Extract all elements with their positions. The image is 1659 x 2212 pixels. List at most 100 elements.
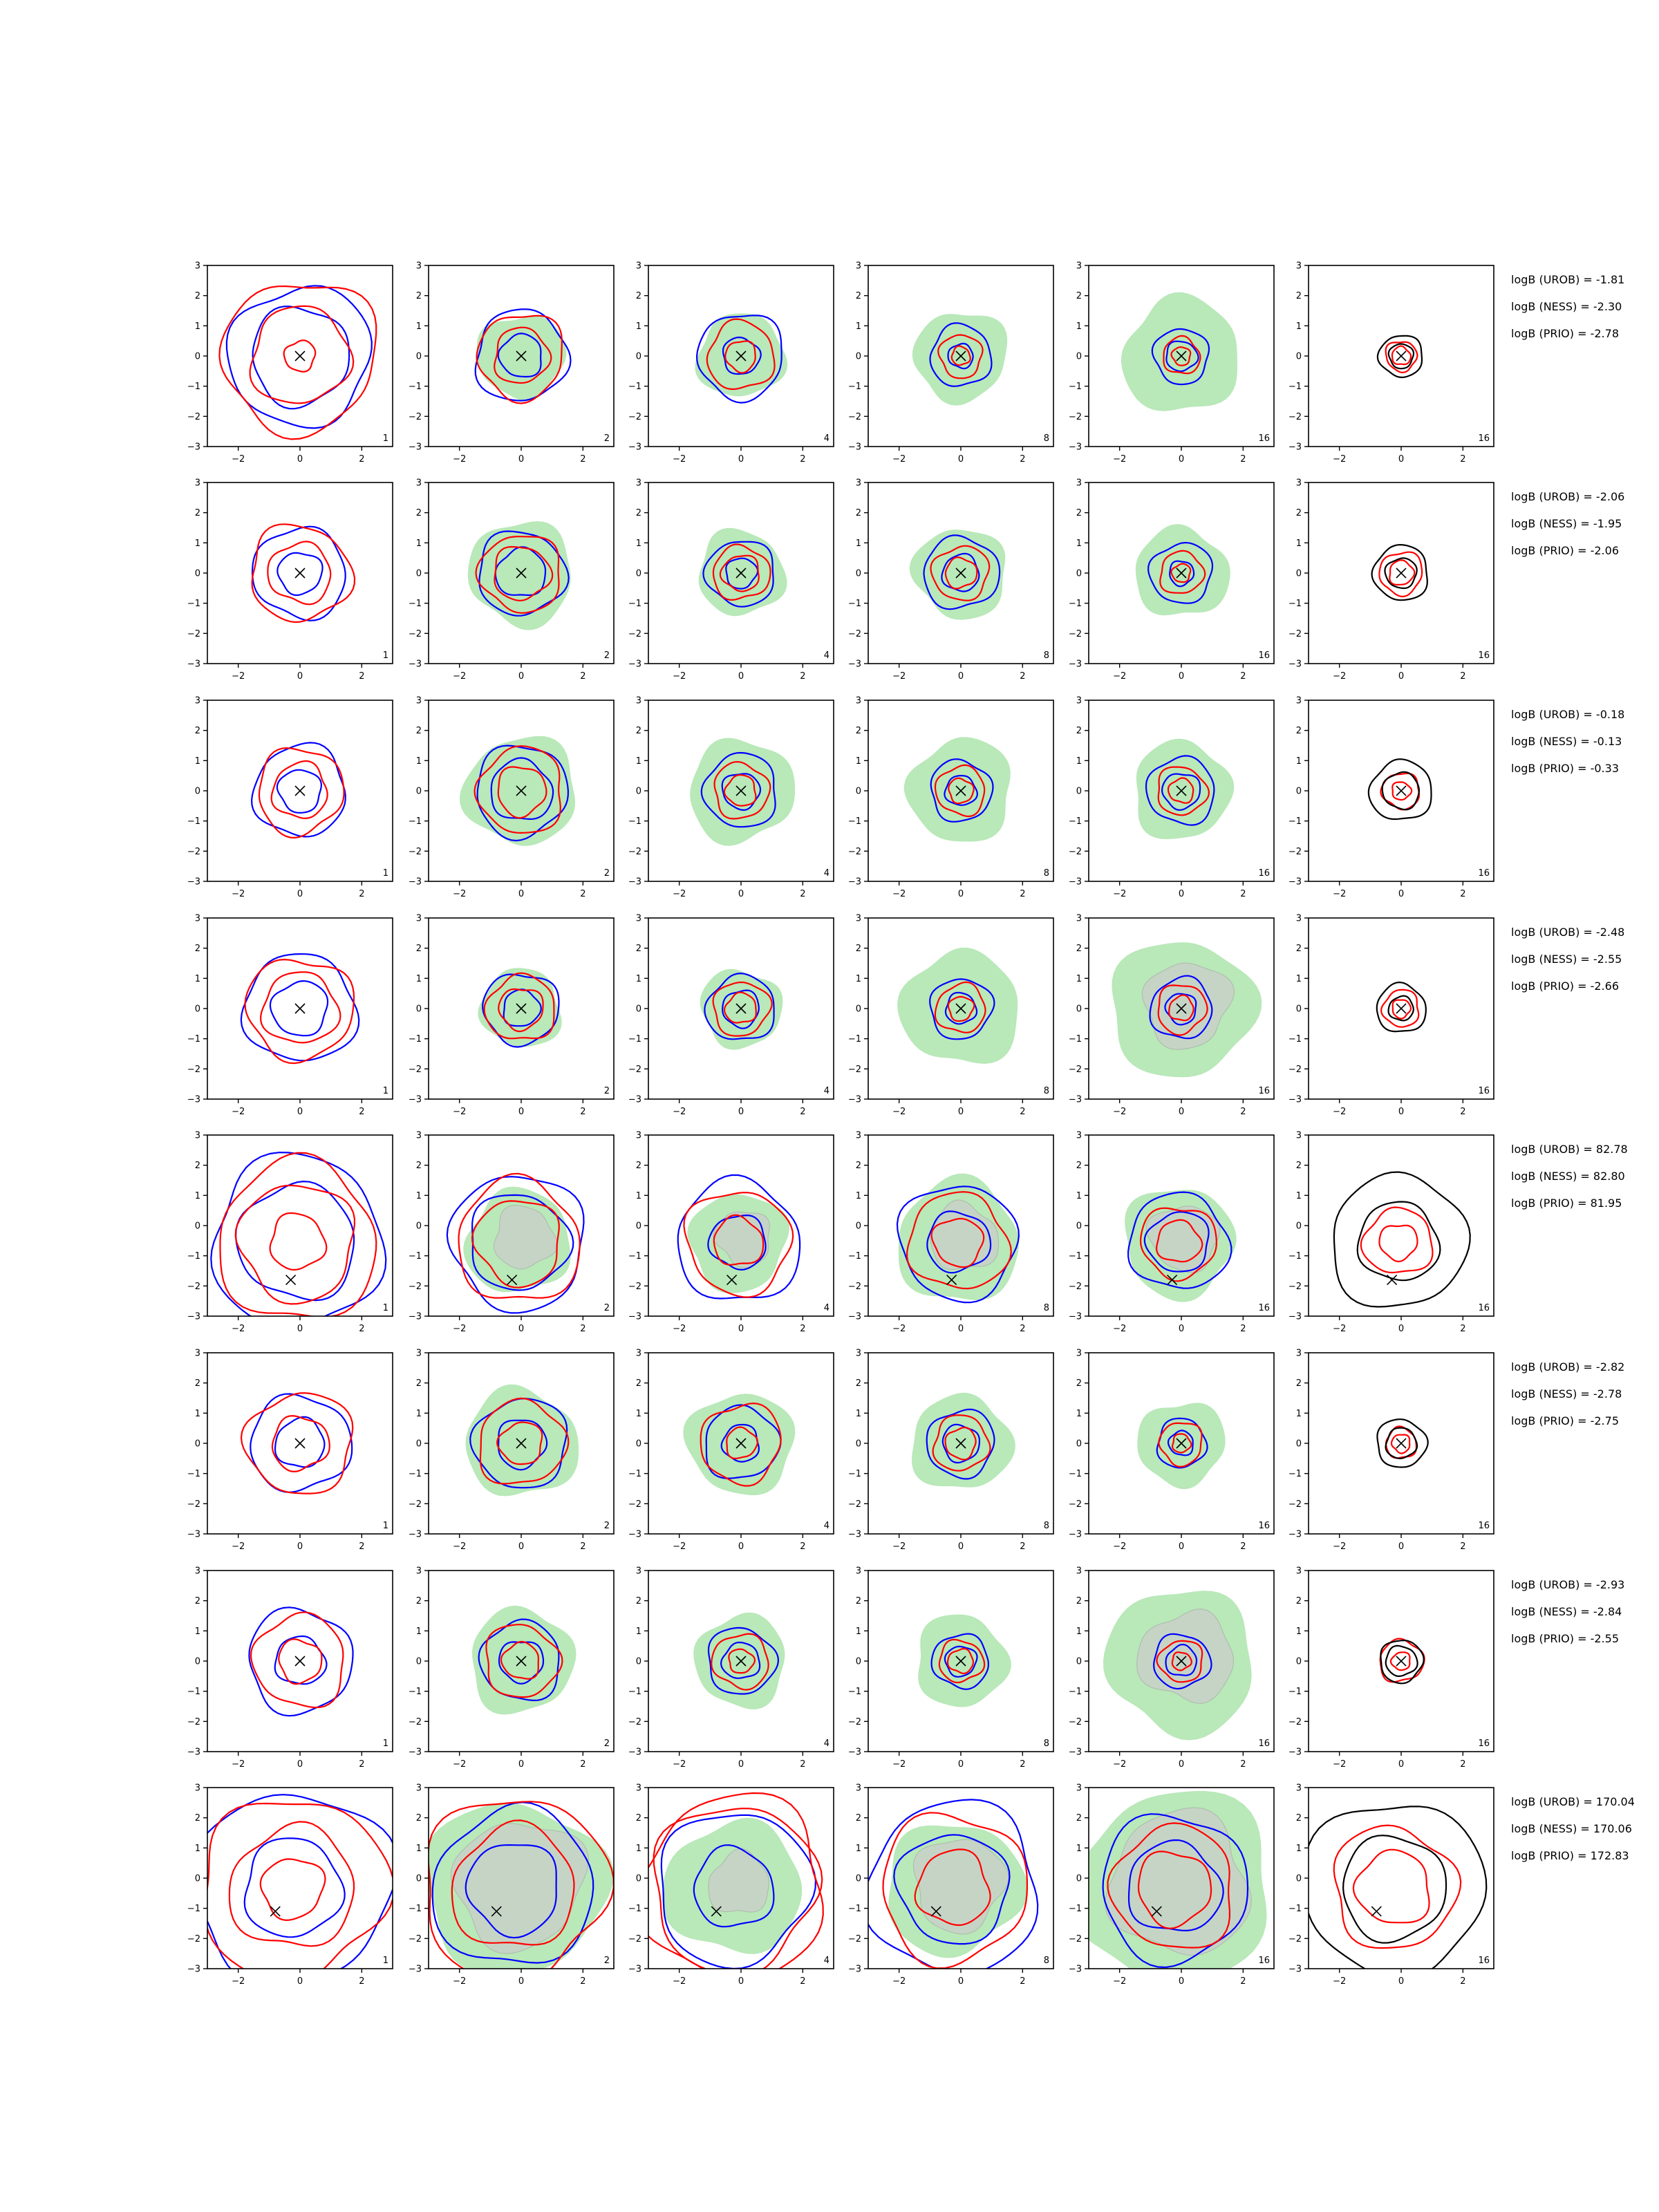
axes-frame xyxy=(207,1787,393,1969)
x-tick-label: 2 xyxy=(359,1324,364,1334)
panel-label: 16 xyxy=(1478,1738,1490,1749)
y-tick-label: 3 xyxy=(416,1566,422,1577)
y-tick-label: 3 xyxy=(1076,1566,1082,1577)
density-fill xyxy=(1135,524,1230,616)
marker-x xyxy=(955,785,966,796)
y-tick-label: 0 xyxy=(856,1221,861,1232)
y-tick-label: 1 xyxy=(195,974,200,984)
panel-label: 4 xyxy=(824,650,830,661)
y-tick-label: −3 xyxy=(409,1530,422,1540)
panel-label: 16 xyxy=(1478,1956,1490,1966)
contour-red xyxy=(429,1801,614,1969)
y-tick-label: −1 xyxy=(848,1687,861,1697)
score-annotation: logB (PRIO) = 81.95 xyxy=(1511,1197,1622,1210)
marker-x xyxy=(491,1906,502,1917)
y-tick-label: 2 xyxy=(1296,1813,1302,1824)
y-tick-label: −3 xyxy=(1069,1530,1082,1540)
x-tick-label: 2 xyxy=(1240,1107,1246,1117)
x-tick-label: 0 xyxy=(518,1976,524,1987)
contour-blue xyxy=(929,978,995,1040)
x-tick-label: 2 xyxy=(359,1107,364,1117)
y-tick-label: 3 xyxy=(195,696,200,706)
x-tick-label: −2 xyxy=(232,1107,245,1117)
y-tick-label: −3 xyxy=(1288,1095,1302,1105)
contour-blue xyxy=(1127,1191,1232,1289)
contour-red xyxy=(1156,1640,1203,1683)
y-tick-label: 2 xyxy=(416,1378,422,1389)
x-tick-label: −2 xyxy=(1113,1541,1126,1552)
x-tick-label: −2 xyxy=(232,1759,245,1770)
contour-blue xyxy=(941,552,980,592)
x-tick-label: 0 xyxy=(518,1759,524,1770)
x-tick-label: 2 xyxy=(580,1976,585,1987)
panel-r3-c1: −2 0 2 3 2 1 0 −1 −2 −3 1 xyxy=(187,696,393,899)
panel-r6-c5: −2 0 2 3 2 1 0 −1 −2 −3 16 xyxy=(1069,1349,1275,1552)
x-tick-label: −2 xyxy=(1333,1976,1346,1987)
panel-r6-c1: −2 0 2 3 2 1 0 −1 −2 −3 1 xyxy=(187,1349,393,1552)
y-tick-label: 0 xyxy=(1076,1439,1082,1450)
contour-red xyxy=(1333,1824,1462,1949)
y-tick-label: 2 xyxy=(195,944,200,954)
contour-black xyxy=(1376,981,1427,1033)
panel-r1-c4: −2 0 2 3 2 1 0 −1 −2 −3 8 xyxy=(848,261,1054,465)
x-tick-label: 0 xyxy=(1398,1324,1404,1334)
y-tick-label: −2 xyxy=(409,1065,422,1075)
contour-red xyxy=(1378,1224,1418,1263)
contour-red xyxy=(726,1426,759,1459)
y-tick-label: 3 xyxy=(856,1349,861,1359)
y-tick-label: −3 xyxy=(1069,877,1082,888)
contour-red xyxy=(1158,1422,1203,1468)
y-tick-label: 3 xyxy=(856,1783,861,1794)
y-tick-label: 1 xyxy=(636,1191,641,1201)
y-tick-label: 0 xyxy=(1076,1221,1082,1232)
y-tick-label: −2 xyxy=(848,412,861,422)
x-tick-label: 0 xyxy=(518,1324,524,1334)
x-tick-label: 2 xyxy=(1460,671,1465,682)
x-tick-label: 2 xyxy=(359,1976,364,1987)
contour-red xyxy=(948,777,975,805)
y-tick-label: 3 xyxy=(1076,914,1082,924)
panel-r8-c3: −2 0 2 3 2 1 0 −1 −2 −3 4 xyxy=(628,1783,834,1987)
y-tick-label: 3 xyxy=(1076,1783,1082,1794)
contour-red xyxy=(500,1640,540,1680)
y-tick-label: 1 xyxy=(1076,756,1082,767)
y-tick-label: 1 xyxy=(195,538,200,549)
y-tick-label: −2 xyxy=(1069,1282,1082,1292)
panel-r3-c6: −2 0 2 3 2 1 0 −1 −2 −3 16 xyxy=(1288,696,1494,899)
x-tick-label: −2 xyxy=(453,1541,466,1552)
contour-blue xyxy=(702,541,774,608)
x-tick-label: −2 xyxy=(453,1324,466,1334)
panel-r4-c6: −2 0 2 3 2 1 0 −1 −2 −3 16 xyxy=(1288,914,1494,1117)
panel-r5-c1: −2 0 2 3 2 1 0 −1 −2 −3 1 xyxy=(187,1131,393,1334)
y-tick-label: −2 xyxy=(1069,1065,1082,1075)
y-tick-label: −2 xyxy=(1288,1282,1302,1292)
y-tick-label: −3 xyxy=(628,1965,641,1975)
y-tick-label: 0 xyxy=(195,1439,200,1450)
y-tick-label: 1 xyxy=(636,1409,641,1419)
y-tick-label: 2 xyxy=(1296,1161,1302,1171)
y-tick-label: −2 xyxy=(848,1282,861,1292)
contour-red xyxy=(267,541,332,606)
panel-r1-c3: −2 0 2 3 2 1 0 −1 −2 −3 4 xyxy=(628,261,834,465)
y-tick-label: 2 xyxy=(856,508,861,518)
y-tick-label: −3 xyxy=(628,659,641,670)
x-tick-label: 0 xyxy=(1398,889,1404,899)
y-tick-label: 3 xyxy=(856,696,861,706)
contour-blue xyxy=(695,315,782,404)
y-tick-label: −3 xyxy=(1288,877,1302,888)
y-tick-label: 2 xyxy=(195,1161,200,1171)
contour-blue xyxy=(1143,1211,1210,1273)
marker-x xyxy=(294,350,306,362)
contour-blue xyxy=(234,1180,355,1302)
panel-label: 16 xyxy=(1258,1303,1270,1313)
panel-r8-c5: −2 0 2 3 2 1 0 −1 −2 −3 16 xyxy=(1069,1783,1275,1987)
contour-black xyxy=(1376,1418,1429,1468)
marker-x xyxy=(735,350,747,362)
contour-red xyxy=(713,1214,765,1266)
y-tick-label: −1 xyxy=(1069,816,1082,827)
contour-blue xyxy=(1165,1643,1198,1676)
x-tick-label: 2 xyxy=(1240,1541,1246,1552)
score-annotation: logB (NESS) = -2.84 xyxy=(1511,1605,1622,1618)
marker-x xyxy=(507,1275,518,1286)
score-annotation: logB (PRIO) = -2.55 xyxy=(1511,1632,1619,1645)
